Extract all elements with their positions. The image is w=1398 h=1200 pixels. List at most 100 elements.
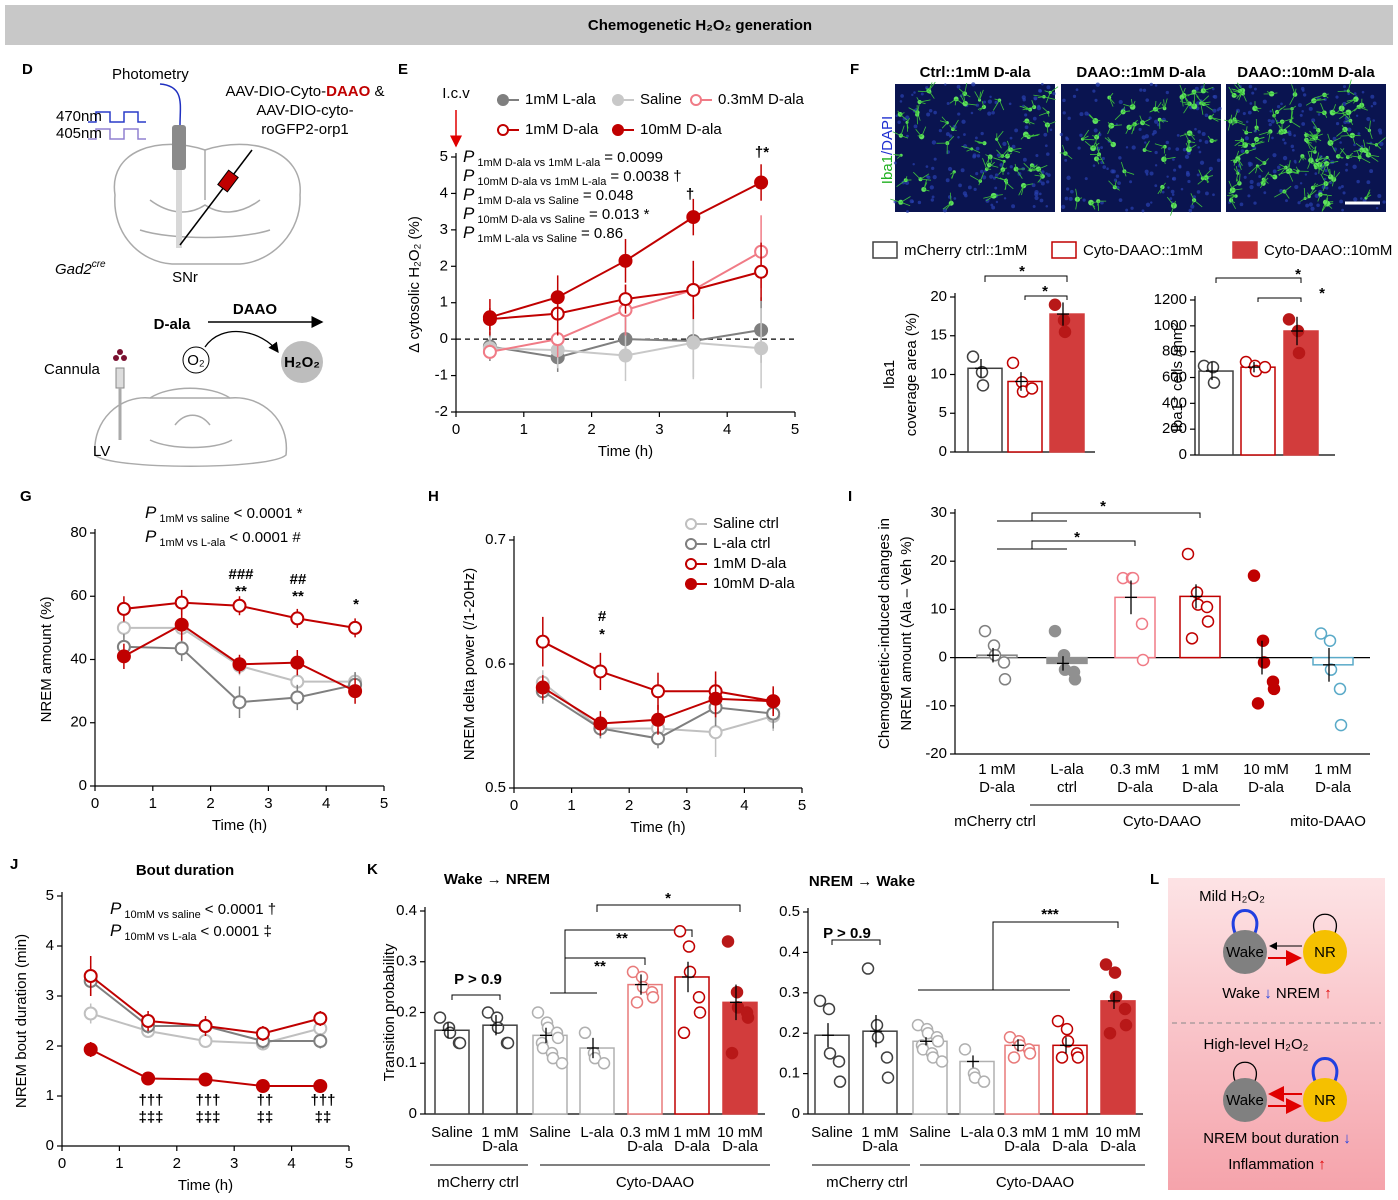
bracket (1031, 540, 1136, 549)
process (1173, 200, 1176, 206)
x-tick-label: 1 mM (1314, 761, 1352, 778)
process (1254, 108, 1260, 112)
nucleus (1144, 141, 1147, 144)
legend-label: 1mM D-ala (713, 555, 787, 572)
nucleus (1044, 144, 1048, 148)
nucleus (1196, 190, 1201, 194)
y-axis-title: Iba1 (881, 360, 898, 389)
label: SNr (172, 269, 198, 286)
nucleus (931, 195, 935, 199)
x-tick-label: 1 (567, 797, 575, 814)
process (1200, 101, 1211, 104)
bracket (1024, 295, 1068, 300)
process (1347, 152, 1354, 158)
legend-label: 10mM D-ala (713, 575, 795, 592)
process (1333, 170, 1335, 180)
y-axis-title: Transition probability (381, 943, 398, 1081)
process (1338, 156, 1344, 159)
nucleus (1154, 84, 1158, 87)
nucleus (928, 108, 933, 113)
process (1092, 142, 1100, 149)
legend-swatch (1232, 241, 1258, 259)
dot (551, 1031, 565, 1045)
nucleus (1149, 82, 1153, 87)
nucleus (1282, 155, 1288, 161)
nucleus (1291, 148, 1295, 152)
nucleus (911, 93, 914, 97)
nucleus (1268, 122, 1272, 127)
process (942, 202, 952, 210)
process (1203, 83, 1205, 91)
nucleus (972, 154, 977, 159)
nucleus (989, 95, 992, 99)
dot (976, 379, 990, 392)
significance: * (1319, 285, 1325, 302)
process (1258, 131, 1271, 136)
legend-marker (612, 124, 624, 136)
nucleus (948, 134, 953, 138)
nucleus (1293, 134, 1296, 137)
nucleus (1345, 163, 1349, 166)
process (1047, 121, 1056, 126)
stat-sub: 1mM D-ala vs Saline (477, 195, 578, 207)
bracket (984, 275, 1068, 282)
dot (501, 1036, 515, 1050)
process (1240, 137, 1246, 146)
nucleus (1342, 191, 1346, 195)
x-tick-label: D-ala (862, 1138, 899, 1155)
stat-sub: 10mM vs L-ala (124, 931, 197, 943)
nucleus (1145, 98, 1149, 102)
process (1123, 104, 1133, 108)
nucleus (1145, 173, 1149, 176)
nucleus (1049, 128, 1053, 132)
nucleus (1294, 184, 1299, 190)
nucleus (1353, 197, 1358, 202)
process (1332, 104, 1337, 113)
process (1108, 180, 1116, 188)
stat-p: P (463, 147, 475, 166)
dot (1109, 990, 1123, 1004)
model-mild (1223, 909, 1347, 974)
y-tick-label: 30 (930, 504, 947, 521)
process (1228, 180, 1234, 191)
process (1203, 103, 1210, 106)
bracket (831, 939, 881, 945)
process (1205, 177, 1209, 184)
process (1125, 127, 1130, 135)
nucleus (1316, 203, 1320, 208)
process (1306, 139, 1315, 142)
process (1004, 182, 1007, 191)
process (1229, 118, 1237, 123)
nucleus (1129, 180, 1133, 184)
process (1132, 100, 1136, 108)
process (925, 87, 930, 93)
y-tick-label: 0 (46, 1137, 54, 1154)
process (1307, 160, 1312, 169)
process (915, 129, 922, 137)
x-axis-title: Time (h) (178, 1177, 233, 1194)
group-label: mCherry ctrl (954, 813, 1036, 830)
nucleus (1253, 201, 1257, 205)
process (1340, 135, 1353, 137)
legend-swatch (1051, 241, 1077, 259)
process (1043, 96, 1056, 100)
process (1159, 119, 1169, 122)
process (1307, 151, 1312, 161)
dot (1057, 314, 1071, 327)
process (993, 157, 1005, 162)
process (1336, 129, 1346, 137)
nucleus (1070, 189, 1074, 194)
nucleus (1011, 204, 1016, 209)
nucleus (1253, 87, 1257, 91)
process (1027, 165, 1033, 172)
process (1346, 98, 1357, 102)
process (892, 131, 902, 137)
nucleus (1341, 208, 1344, 212)
process (1039, 111, 1049, 116)
dot (1200, 600, 1214, 614)
nucleus (1195, 101, 1201, 106)
dot (977, 1075, 991, 1088)
nucleus (1290, 144, 1295, 149)
process (1298, 156, 1303, 163)
label: DAAO (233, 301, 277, 318)
